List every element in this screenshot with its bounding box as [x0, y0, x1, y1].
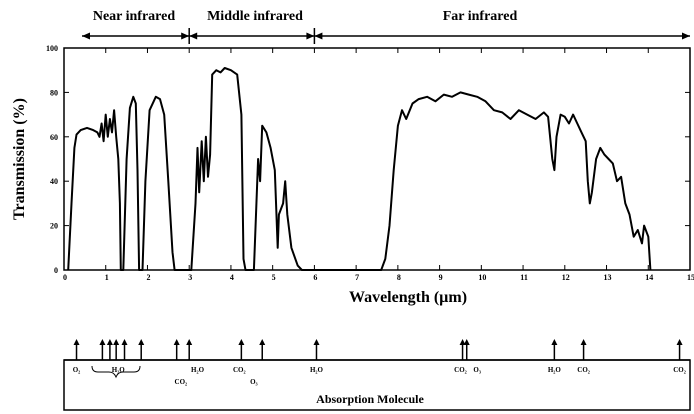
- absorption-arrowhead: [113, 339, 120, 345]
- band-label: Middle infrared: [207, 9, 303, 24]
- band-label: Far infrared: [443, 9, 518, 24]
- y-tick-label: 0: [54, 266, 58, 275]
- x-tick-label: 15: [687, 273, 694, 282]
- transmission-line: [67, 67, 652, 271]
- absorption-molecule-label: CO₂: [577, 366, 590, 374]
- x-tick-label: 8: [397, 273, 401, 282]
- band-arrow-right: [306, 32, 315, 40]
- wavelength-bands: Near infrared Middle infrared Far infrared: [82, 9, 690, 44]
- band-arrow-left: [82, 32, 90, 40]
- band-arrow-left: [189, 32, 198, 40]
- absorption-arrowhead: [106, 339, 113, 345]
- x-tick-label: 12: [562, 273, 570, 282]
- absorption-arrowhead: [459, 339, 466, 345]
- x-tick-label: 2: [146, 273, 150, 282]
- absorption-arrowhead: [463, 339, 470, 345]
- x-tick-label: 14: [645, 273, 653, 282]
- absorption-arrowhead: [313, 339, 320, 345]
- band-arrow-right: [181, 32, 190, 40]
- x-tick-label: 11: [520, 273, 528, 282]
- absorption-molecule-label: O₃: [250, 378, 258, 386]
- h2o-bracket: [91, 365, 141, 379]
- y-tick-label: 100: [46, 44, 58, 53]
- absorption-molecule-label: CO₂: [233, 366, 246, 374]
- absorption-molecule-label: H₂O: [191, 366, 205, 374]
- absorption-molecule-label: O₂: [73, 366, 81, 374]
- absorption-arrowhead: [238, 339, 245, 345]
- x-tick-label: 5: [272, 273, 276, 282]
- absorption-molecule-label: CO₂: [673, 366, 686, 374]
- absorption-molecule-label: H₂O: [112, 366, 126, 374]
- absorption-arrowhead: [73, 339, 80, 345]
- y-tick-label: 40: [50, 177, 58, 186]
- absorption-arrowhead: [580, 339, 587, 345]
- series-layer: [67, 67, 652, 271]
- absorption-arrowhead: [259, 339, 266, 345]
- absorption-molecule-label: O₃: [473, 366, 481, 374]
- absorption-arrowhead: [138, 339, 145, 345]
- x-tick-label: 13: [604, 273, 612, 282]
- absorption-label: Absorption Molecule: [316, 392, 424, 406]
- y-tick-label: 60: [50, 133, 58, 142]
- y-tick-label: 80: [50, 88, 58, 97]
- absorption-molecule-label: H₂O: [548, 366, 562, 374]
- absorption-arrowhead: [676, 339, 683, 345]
- x-tick-label: 3: [188, 273, 192, 282]
- x-tick-label: 7: [355, 273, 359, 282]
- absorption-molecule-label: CO₂: [175, 378, 188, 386]
- absorption-molecule-label: CO₂: [454, 366, 467, 374]
- x-tick-label: 1: [105, 273, 109, 282]
- x-tick-label: 0: [63, 273, 67, 282]
- band-label: Near infrared: [93, 9, 176, 24]
- absorption-arrowhead: [99, 339, 106, 345]
- absorption-arrowhead: [121, 339, 128, 345]
- x-tick-label: 9: [439, 273, 443, 282]
- y-tick-label: 20: [50, 222, 58, 231]
- absorption-arrowhead: [186, 339, 193, 345]
- x-tick-label: 10: [478, 273, 486, 282]
- y-axis-label: Transmission (%): [11, 98, 28, 220]
- absorption-arrowhead: [173, 339, 180, 345]
- band-arrow-right: [682, 32, 690, 40]
- absorption-panel: Absorption Molecule O₂ H₂O H₂O CO₂ CO₂H₂OCO₂…: [63, 339, 691, 411]
- absorption-arrowhead: [551, 339, 558, 345]
- x-axis-label: Wavelength (µm): [349, 289, 467, 306]
- band-arrow-left: [314, 32, 323, 40]
- x-tick-label: 6: [313, 273, 317, 282]
- absorption-molecule-label: H₂O: [310, 366, 324, 374]
- x-tick-label: 4: [230, 273, 234, 282]
